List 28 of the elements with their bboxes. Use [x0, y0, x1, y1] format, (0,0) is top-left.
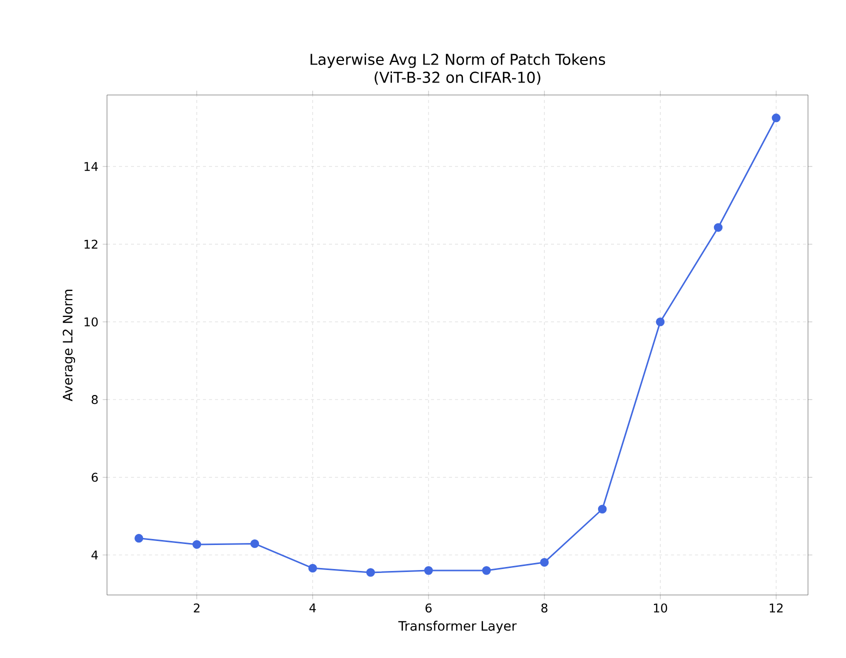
point: [250, 539, 260, 548]
x-tick-label: 10: [654, 603, 668, 613]
point: [366, 568, 375, 577]
x-tick-label: 4: [309, 603, 316, 612]
point: [134, 534, 144, 543]
x-tick-label: 12: [770, 603, 783, 612]
y-axis-title: Average L2 Norm: [62, 290, 76, 402]
y-tick-label: 4: [91, 550, 98, 560]
x-tick-label: 6: [426, 603, 432, 613]
y-tick-label: 8: [92, 395, 98, 404]
point: [598, 504, 607, 514]
point: [308, 564, 318, 573]
y-tick-label: 12: [84, 240, 98, 249]
x-tick-label: 8: [541, 603, 548, 613]
point: [482, 566, 491, 575]
point: [540, 558, 549, 567]
point: [192, 540, 202, 549]
y-tick-label: 6: [92, 472, 98, 482]
x-tick-label: 2: [194, 603, 200, 612]
point: [424, 566, 433, 575]
x-axis-title: Transformer Layer: [398, 620, 517, 634]
chart-subtitle: (ViT-B-32 on CIFAR-10): [374, 71, 540, 85]
y-tick-label: 14: [84, 162, 98, 171]
point: [772, 114, 780, 122]
y-tick-label: 10: [84, 317, 98, 326]
point: [714, 223, 723, 232]
chart-title: Layerwise Avg L2 Norm of Patch Tokens: [310, 53, 606, 68]
point: [656, 318, 665, 326]
